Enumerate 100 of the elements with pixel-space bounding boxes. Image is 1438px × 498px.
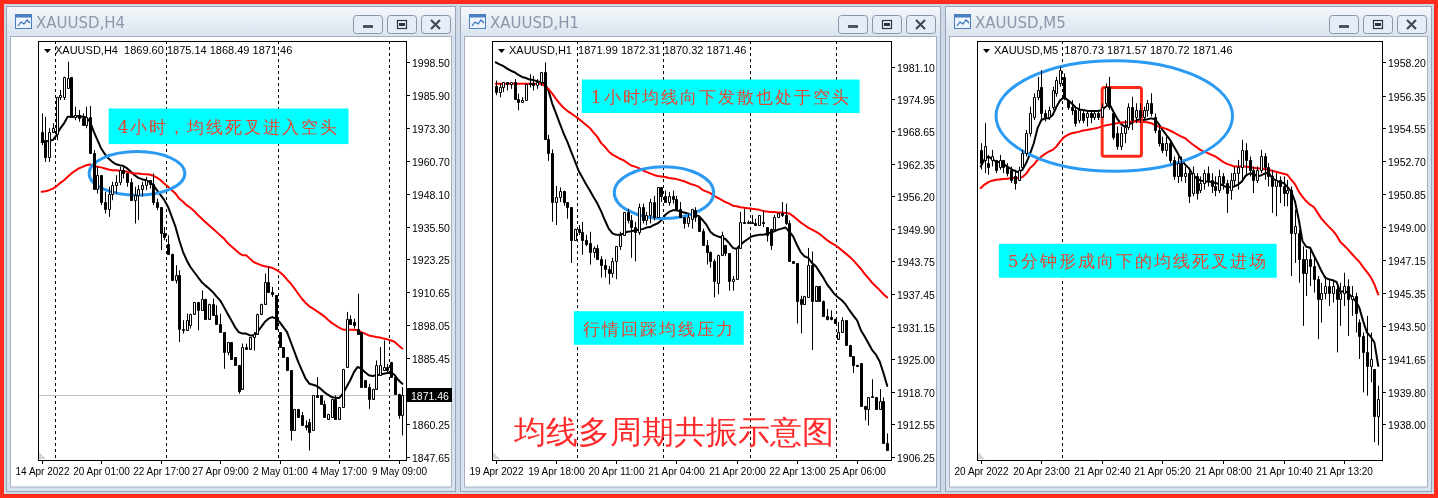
candlestick (152, 172, 155, 206)
candlestick (495, 80, 498, 96)
x-tick-label: 22 Apr 17:00 (133, 466, 191, 477)
annotation: 行情回踩均线压力 (582, 318, 735, 339)
annotation: 4小时，均线死叉进入空头 (117, 116, 340, 137)
annotation: 5分钟形成向下的均线死叉进场 (1007, 251, 1268, 272)
candlestick (1090, 109, 1093, 124)
chart-subtitle: XAUUSD,M5 1870.73 1871.57 1870.72 1871.46 (994, 44, 1233, 56)
candlestick (1014, 169, 1017, 191)
x-tick-label: 21 Apr 08:00 (1195, 466, 1253, 477)
y-tick-label: 1981.10 (897, 61, 936, 74)
candlestick (499, 83, 502, 98)
candlestick (1328, 278, 1331, 307)
candlestick (570, 206, 573, 264)
y-tick-label: 1956.20 (897, 190, 936, 203)
candlestick (401, 386, 404, 436)
x-tick-label: 21 Apr 02:40 (1074, 466, 1132, 477)
y-tick-label: 1941.65 (1388, 353, 1427, 366)
x-tick-label: 2 May 01:00 (252, 466, 309, 477)
candlestick (368, 383, 371, 410)
candlestick (249, 336, 252, 350)
candlestick (1203, 169, 1206, 191)
y-tick-label: 1952.70 (1388, 155, 1427, 168)
x-tick-label: 27 Apr 09:00 (192, 466, 250, 477)
candlestick (984, 122, 987, 174)
candlestick (649, 198, 652, 224)
candlestick (1275, 172, 1278, 217)
y-tick-label: 1949.90 (897, 223, 936, 236)
candlestick (346, 311, 349, 368)
candlestick (668, 191, 671, 207)
candlestick (1002, 159, 1005, 174)
candlestick (1283, 175, 1286, 207)
x-tick-label: 14 Apr 2022 (15, 466, 70, 477)
y-tick-label: 1938.00 (1388, 418, 1427, 431)
x-tick-label: 20 Apr 23:00 (1013, 466, 1071, 477)
candlestick (353, 318, 356, 330)
candlestick (811, 251, 814, 351)
x-tick-label: 20 Apr 2022 (954, 466, 1009, 477)
chart-title: XAUUSD,H4 (36, 14, 126, 32)
candlestick (1067, 99, 1070, 111)
x-tick-label: 20 Apr 11:00 (588, 466, 645, 477)
candlestick (687, 213, 690, 228)
y-tick-label: 1931.15 (897, 321, 936, 334)
y-tick-label: 1937.45 (897, 288, 936, 301)
chart-title: XAUUSD,M5 (975, 14, 1066, 32)
candlestick (691, 208, 694, 230)
candlestick (1336, 282, 1339, 353)
candlestick (1245, 142, 1248, 177)
y-tick-label: 1998.50 (412, 56, 451, 69)
candlestick (301, 411, 304, 426)
x-tick-label: 21 Apr 04:00 (648, 466, 706, 477)
candlestick (581, 221, 584, 256)
y-tick-label: 1974.95 (897, 93, 936, 106)
y-tick-label: 1956.35 (1388, 90, 1427, 103)
x-tick-label: 4 May 17:00 (311, 466, 368, 477)
y-tick-label: 1925.00 (897, 353, 936, 366)
y-tick-label: 1939.80 (1388, 386, 1427, 399)
x-tick-label: 19 Apr 18:00 (528, 466, 586, 477)
candlestick (506, 81, 509, 91)
x-tick-label: 21 Apr 05:20 (1134, 466, 1192, 477)
y-tick-label: 1947.15 (1388, 254, 1427, 267)
y-tick-label: 1923.25 (412, 253, 451, 266)
candlestick (108, 186, 111, 218)
candlestick (1048, 106, 1051, 121)
y-tick-label: 1906.25 (897, 451, 936, 464)
candlestick (502, 81, 505, 93)
y-tick-label: 1910.65 (412, 286, 451, 299)
candlestick (241, 343, 244, 390)
y-tick-label: 1948.10 (412, 188, 451, 201)
y-tick-label: 1968.65 (897, 125, 936, 138)
x-tick-label: 22 Apr 13:00 (769, 466, 827, 477)
candlestick (1188, 169, 1191, 204)
candlestick (830, 309, 833, 321)
y-tick-label: 1950.85 (1388, 188, 1427, 201)
candlestick (762, 209, 765, 228)
candlestick (1218, 169, 1221, 194)
line-series (979, 120, 1380, 296)
y-tick-label: 1962.35 (897, 158, 936, 171)
y-tick-label: 1943.75 (897, 255, 936, 268)
chart-title: XAUUSD,H1 (490, 14, 580, 32)
candlestick (1078, 102, 1081, 124)
line-series (494, 82, 889, 299)
chart-subtitle: XAUUSD,H1 1871.99 1872.31 1870.32 1871.46 (509, 44, 747, 56)
candlestick (1093, 109, 1096, 121)
x-tick-label: 21 Apr 20:00 (709, 466, 767, 477)
y-tick-label: 1958.20 (1388, 56, 1427, 69)
y-tick-label: 1860.25 (412, 418, 451, 431)
candlestick (657, 186, 660, 218)
y-tick-label: 1847.65 (412, 451, 451, 464)
y-tick-label: 1973.30 (412, 122, 451, 135)
y-tick-label: 1918.70 (897, 386, 936, 399)
x-tick-label: 25 Apr 06:00 (829, 466, 887, 477)
y-tick-label: 1985.90 (412, 89, 451, 102)
candlestick (754, 218, 757, 226)
y-tick-label: 1960.70 (412, 155, 451, 168)
candlestick (589, 231, 592, 266)
line-series (40, 163, 404, 350)
candlestick (1101, 102, 1104, 118)
x-tick-label: 21 Apr 10:40 (1256, 466, 1314, 477)
candlestick (186, 313, 189, 331)
